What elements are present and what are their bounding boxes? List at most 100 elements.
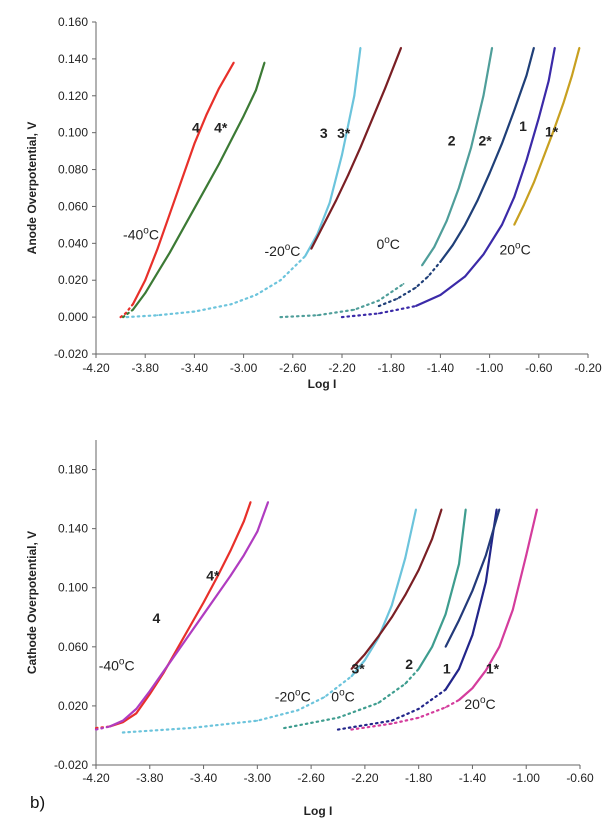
y-tick-label: 0.060 — [58, 199, 88, 213]
panel-letter: b) — [30, 793, 45, 812]
x-tick-label: -0.60 — [525, 361, 553, 375]
y-tick-label: 0.100 — [58, 126, 88, 140]
data-point — [532, 46, 535, 49]
data-point — [181, 229, 184, 232]
degree-sign: o — [480, 695, 486, 706]
x-tick-label: -0.60 — [566, 771, 594, 785]
data-point — [404, 682, 407, 685]
x-tick-label: -1.00 — [476, 361, 504, 375]
curve-label: 3* — [337, 125, 351, 141]
data-point — [421, 264, 423, 267]
series-dotted-segment — [340, 304, 417, 319]
series-4 — [94, 501, 252, 730]
series-4-star — [121, 61, 266, 319]
temperature-value: 20 — [464, 696, 480, 712]
data-point — [341, 153, 343, 156]
temperature-unit: C — [149, 227, 159, 243]
data-point — [542, 155, 545, 158]
data-point — [189, 632, 192, 635]
data-point — [132, 308, 134, 311]
curve-label: 3* — [351, 660, 365, 676]
data-point — [350, 675, 353, 678]
temperature-label: -40oC — [99, 656, 135, 673]
data-point — [439, 260, 442, 263]
data-point — [498, 508, 501, 511]
cathode-chart: -0.020 0.020 0.060 0.100 0.140 0.180 -4.20 -3.8… — [25, 440, 594, 818]
degree-sign: o — [339, 687, 345, 698]
data-point — [122, 316, 124, 319]
data-point — [310, 247, 313, 250]
y-tick-label: 0.160 — [58, 15, 88, 29]
temperature-value: -20 — [275, 688, 295, 704]
data-point — [168, 212, 171, 215]
data-point — [175, 651, 178, 654]
data-point — [363, 653, 366, 656]
data-point — [433, 246, 436, 248]
data-point — [144, 292, 147, 295]
data-point — [414, 305, 417, 307]
y-tick-label: 0.040 — [58, 236, 88, 250]
data-point — [181, 177, 184, 180]
x-tick-label: -4.20 — [82, 771, 110, 785]
data-point — [378, 299, 380, 302]
data-point — [470, 146, 473, 149]
data-point — [377, 702, 380, 704]
data-point — [471, 634, 474, 636]
series-dotted-segment — [94, 725, 111, 731]
data-point — [363, 659, 366, 662]
data-point — [414, 286, 417, 289]
data-point — [232, 61, 235, 64]
series-4 — [119, 61, 235, 319]
x-tick-label: -3.40 — [181, 361, 209, 375]
y-tick-label: 0.080 — [58, 163, 88, 177]
temperature-unit: C — [486, 696, 496, 712]
x-tick-label: -2.60 — [279, 361, 307, 375]
data-point — [193, 310, 196, 313]
series-dotted-segment — [121, 675, 353, 734]
data-point — [523, 203, 525, 206]
temperature-value: 0 — [376, 236, 384, 252]
temperature-unit: C — [124, 657, 134, 673]
temperature-unit: C — [301, 688, 311, 704]
data-point — [402, 283, 405, 285]
data-point — [350, 668, 353, 670]
data-point — [501, 223, 503, 226]
y-tick-label: 0.000 — [58, 310, 88, 324]
data-point — [482, 94, 485, 97]
temperature-value: 20 — [499, 241, 515, 257]
data-point — [304, 255, 306, 258]
data-point — [451, 244, 454, 247]
data-point — [121, 719, 124, 722]
data-point — [458, 619, 460, 622]
data-point — [205, 185, 208, 188]
data-point — [390, 719, 393, 722]
data-point — [328, 201, 331, 204]
data-point — [230, 139, 233, 141]
data-point — [445, 220, 448, 223]
curve-label: 2 — [405, 656, 413, 672]
data-point — [471, 589, 474, 592]
data-point — [464, 275, 466, 278]
data-point — [501, 142, 503, 145]
data-point — [464, 508, 467, 511]
data-point — [417, 716, 420, 719]
data-point — [578, 46, 581, 49]
curve-label: 4 — [152, 610, 160, 626]
data-point — [495, 508, 498, 511]
temperature-unit: C — [345, 688, 355, 704]
data-point — [347, 174, 350, 176]
temperature-unit: C — [521, 241, 531, 257]
data-point — [359, 146, 362, 149]
data-point — [229, 549, 232, 552]
series-line — [350, 509, 443, 670]
temperature-label: 20oC — [499, 240, 530, 257]
series-3-star — [350, 508, 443, 670]
series-line — [417, 509, 467, 670]
degree-sign: o — [295, 687, 301, 698]
data-point — [384, 87, 386, 90]
data-point — [202, 601, 205, 604]
data-point — [156, 314, 159, 317]
temperature-label: 0oC — [331, 687, 354, 704]
y-tick-label: 0.120 — [58, 89, 88, 103]
data-point — [457, 187, 460, 189]
